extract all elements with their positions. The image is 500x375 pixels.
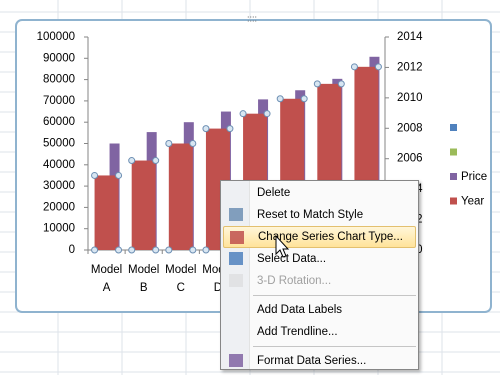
bar [94,175,119,250]
menu-item[interactable]: Add Data Labels [257,304,343,316]
y-tick-label: 50000 [43,138,75,150]
selection-handle [374,63,382,71]
selection-handle [239,110,247,118]
legend-label: Price [461,171,487,183]
menu-item[interactable]: Delete [257,187,291,199]
menu-item[interactable]: Select Data... [223,248,416,270]
selection-handle [189,246,197,254]
y-tick-label: 80000 [43,74,75,86]
menu-separator [253,346,416,347]
y-tick-label: 100000 [37,31,75,43]
selection-handle [337,80,345,88]
selection-handle [91,246,99,254]
context-menu: Delete Reset to Match Style Change Series … [220,180,419,370]
legend-swatch [450,173,457,180]
x-tick-label: Model B [128,264,159,294]
frame-handle: :::: [247,13,257,23]
menu-icon [229,252,243,265]
selection-handle [263,110,271,118]
selection-handle [115,246,123,254]
legend-swatch [450,124,457,131]
selection-handle [202,246,210,254]
y2-tick-label: 2010 [397,92,423,104]
y2-tick-label: 2008 [397,122,423,134]
menu-item[interactable]: Change Series Chart Type... [223,226,416,248]
y-tick-label: 60000 [43,116,75,128]
menu-separator [253,295,416,296]
y2-tick-label: 2012 [397,61,423,73]
menu-item[interactable]: Reset to Match Style [223,204,416,226]
selection-handle [189,140,197,147]
selection-handle [115,171,123,179]
selection-handle [165,140,173,147]
y-tick-label: 10000 [43,223,75,235]
legend-swatch [450,197,457,205]
selection-handle [300,95,308,103]
y-tick-label: 40000 [43,159,75,171]
y-tick-label: 30000 [43,180,75,192]
selection-handle [276,95,284,103]
bar [131,160,156,250]
y-tick-label: 0 [69,244,75,256]
menu-item[interactable]: Format Data Series... [223,350,416,372]
x-tick-label: Model C [165,264,196,294]
selection-handle [91,171,99,179]
menu-item: 3-D Rotation... [223,270,416,292]
menu-icon [230,231,244,244]
x-tick-label: Model A [91,264,122,294]
y2-tick-label: 2006 [397,153,423,165]
selection-handle [128,157,136,165]
menu-item[interactable]: Add Trendline... [257,326,338,338]
selection-handle [152,246,160,254]
y-tick-label: 20000 [43,201,75,213]
selection-handle [202,125,210,133]
y-tick-label: 70000 [43,95,75,107]
menu-icon [229,274,243,287]
selection-handle [350,63,358,71]
legend-swatch [450,148,457,156]
bar [168,143,193,250]
selection-handle [313,80,321,88]
selection-handle [152,157,160,165]
selection-handle [128,246,136,254]
legend-label: Year [461,196,484,208]
selection-handle [165,246,173,254]
menu-icon [229,208,243,221]
y2-tick-label: 2014 [397,31,423,43]
selection-handle [226,125,234,133]
menu-icon [229,354,243,367]
y-tick-label: 90000 [43,52,75,64]
